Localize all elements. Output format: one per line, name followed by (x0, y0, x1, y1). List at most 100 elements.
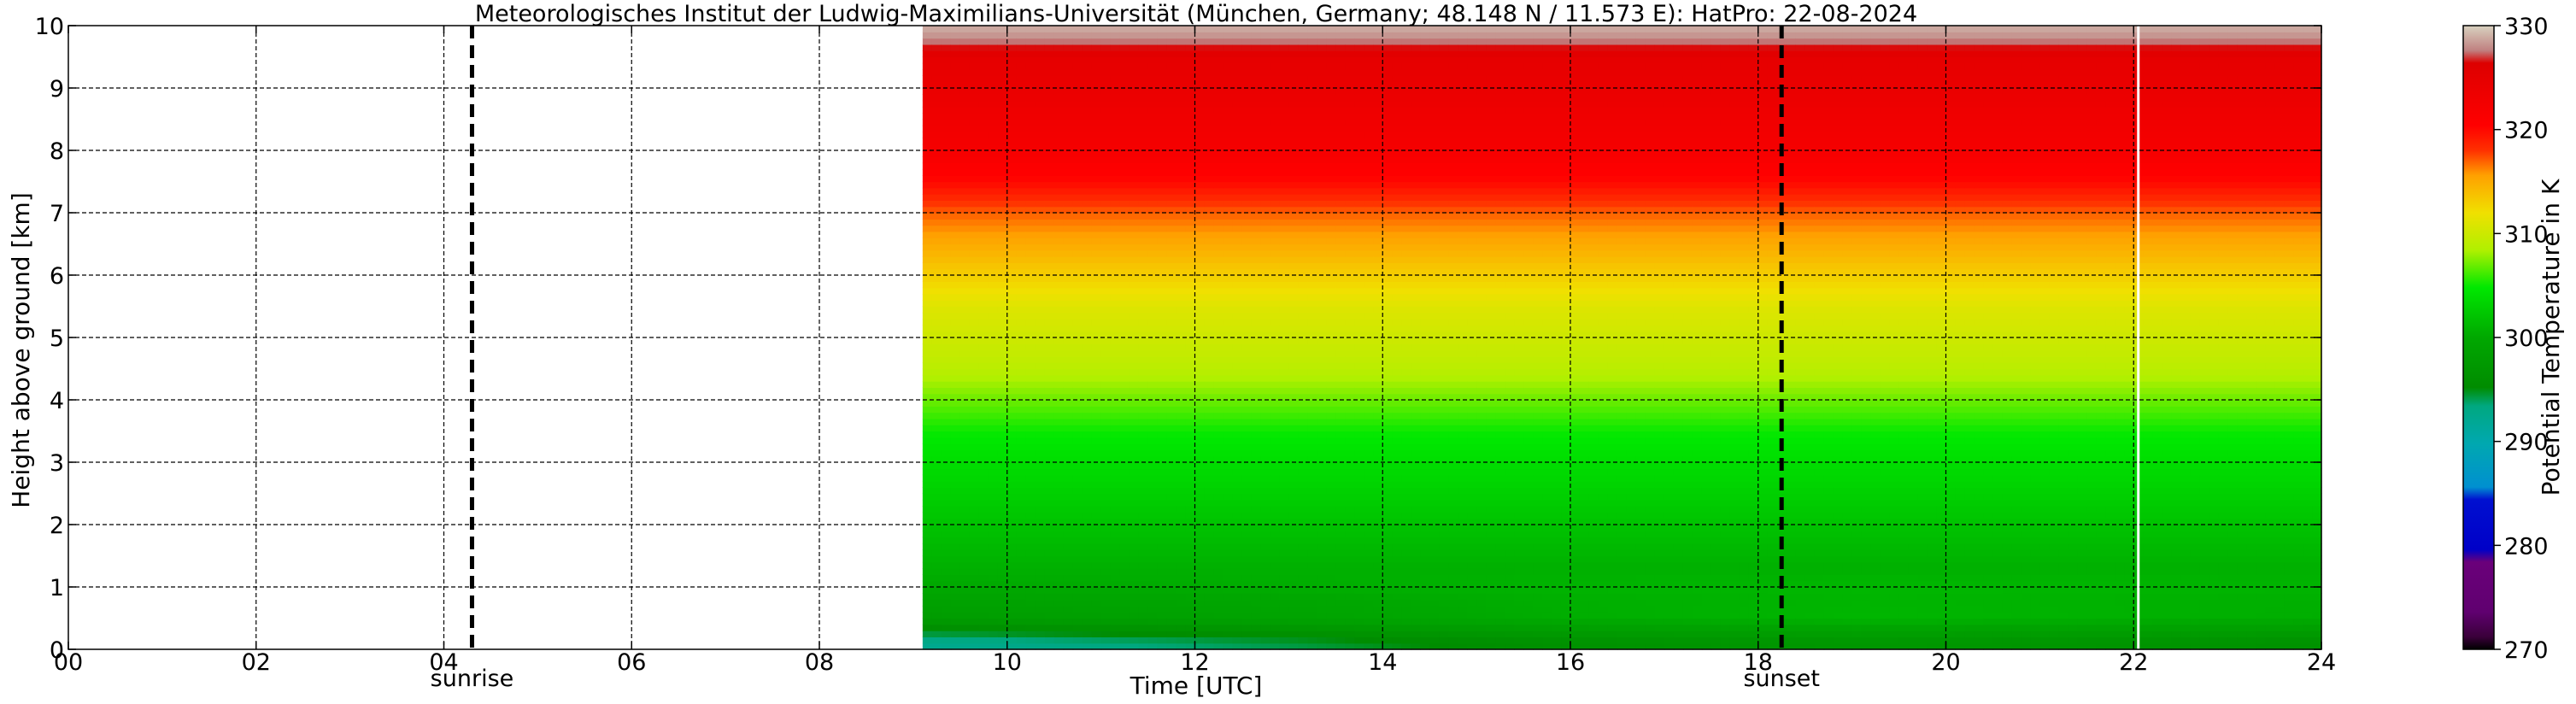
heatmap-cell (1148, 549, 1159, 556)
heatmap-cell (1036, 213, 1046, 220)
heatmap-cell (979, 537, 989, 544)
heatmap-cell (1139, 288, 1149, 295)
heatmap-cell (970, 419, 980, 425)
heatmap-cell (1083, 300, 1093, 307)
heatmap-cell (970, 281, 980, 288)
heatmap-cell (989, 200, 999, 207)
heatmap-cell (1167, 182, 1177, 189)
heatmap-cell (942, 107, 952, 114)
heatmap-cell (1204, 175, 1214, 182)
heatmap-cell (1382, 163, 1393, 170)
heatmap-cell (1158, 437, 1168, 444)
heatmap-cell (1092, 126, 1102, 132)
heatmap-cell (1017, 313, 1027, 320)
heatmap-cell (1158, 163, 1168, 170)
heatmap-cell (1092, 350, 1102, 357)
heatmap-cell (1167, 487, 1177, 494)
heatmap-cell (1083, 413, 1093, 419)
heatmap-cell (1195, 525, 1206, 531)
heatmap-cell (1073, 369, 1083, 376)
heatmap-cell (1073, 494, 1083, 501)
heatmap-cell (1335, 156, 1346, 163)
heatmap-cell (1251, 500, 1261, 507)
heatmap-cell (1120, 449, 1130, 456)
heatmap-cell (1073, 138, 1083, 144)
heatmap-cell (970, 593, 980, 600)
heatmap-cell (1288, 631, 1299, 637)
heatmap-cell (1373, 132, 1383, 138)
heatmap-cell (1073, 238, 1083, 244)
heatmap-cell (1260, 449, 1270, 456)
heatmap-cell (1092, 343, 1102, 350)
heatmap-cell (1130, 294, 1140, 301)
heatmap-cell (1186, 600, 1196, 607)
heatmap-cell (1204, 375, 1214, 382)
heatmap-cell (1204, 369, 1214, 376)
heatmap-cell (1148, 294, 1159, 301)
heatmap-cell (932, 120, 942, 126)
heatmap-cell (1223, 637, 1233, 643)
heatmap-cell (1158, 375, 1168, 382)
heatmap-cell (1054, 75, 1065, 82)
heatmap-cell (1270, 313, 1280, 320)
heatmap-cell (979, 238, 989, 244)
heatmap-cell (1064, 200, 1074, 207)
heatmap-cell (1373, 44, 1383, 51)
heatmap-cell (1017, 307, 1027, 314)
heatmap-cell (1167, 75, 1177, 82)
heatmap-cell (1007, 543, 1018, 550)
heatmap-cell (1213, 468, 1223, 475)
heatmap-cell (1223, 138, 1233, 144)
heatmap-cell (998, 57, 1008, 64)
heatmap-cell (1167, 132, 1177, 138)
heatmap-cell (960, 300, 971, 307)
heatmap-cell (1354, 281, 1364, 288)
heatmap-cell (970, 194, 980, 201)
heatmap-cell (1232, 619, 1242, 625)
heatmap-cell (1204, 537, 1214, 544)
heatmap-cell (1186, 75, 1196, 82)
heatmap-cell (1364, 574, 1374, 581)
heatmap-cell (1317, 443, 1327, 450)
heatmap-cell (1270, 213, 1280, 220)
heatmap-cell (1101, 250, 1112, 257)
heatmap-cell (1260, 462, 1270, 469)
heatmap-cell (1083, 219, 1093, 226)
heatmap-cell (979, 213, 989, 220)
heatmap-cell (1026, 443, 1036, 450)
heatmap-cell (1335, 400, 1346, 407)
heatmap-cell (1232, 107, 1242, 114)
heatmap-cell (1092, 44, 1102, 51)
heatmap-cell (1017, 101, 1027, 108)
heatmap-cell (1167, 562, 1177, 569)
heatmap-cell (1260, 288, 1270, 295)
heatmap-cell (1279, 381, 1289, 388)
heatmap-cell (1260, 543, 1270, 550)
heatmap-cell (1101, 406, 1112, 413)
heatmap-cell (1279, 138, 1289, 144)
heatmap-cell (1317, 494, 1327, 501)
heatmap-cell (1073, 294, 1083, 301)
heatmap-cell (1167, 593, 1177, 600)
heatmap-cell (1092, 120, 1102, 126)
heatmap-cell (1223, 556, 1233, 563)
heatmap-cell (1167, 431, 1177, 438)
heatmap-cell (1241, 512, 1252, 519)
heatmap-cell (989, 50, 999, 57)
heatmap-cell (1223, 175, 1233, 182)
heatmap-cell (1270, 437, 1280, 444)
heatmap-cell (1120, 562, 1130, 569)
heatmap-cell (1317, 325, 1327, 331)
heatmap-cell (1139, 568, 1149, 575)
heatmap-cell (1064, 107, 1074, 114)
heatmap-cell (1195, 250, 1206, 257)
heatmap-cell (1167, 101, 1177, 108)
heatmap-cell (1045, 200, 1055, 207)
heatmap-cell (998, 525, 1008, 531)
heatmap-cell (1270, 350, 1280, 357)
heatmap-cell (1326, 587, 1336, 594)
heatmap-cell (1335, 494, 1346, 501)
heatmap-cell (1288, 606, 1299, 613)
heatmap-cell (1373, 506, 1383, 513)
heatmap-cell (1373, 88, 1383, 95)
